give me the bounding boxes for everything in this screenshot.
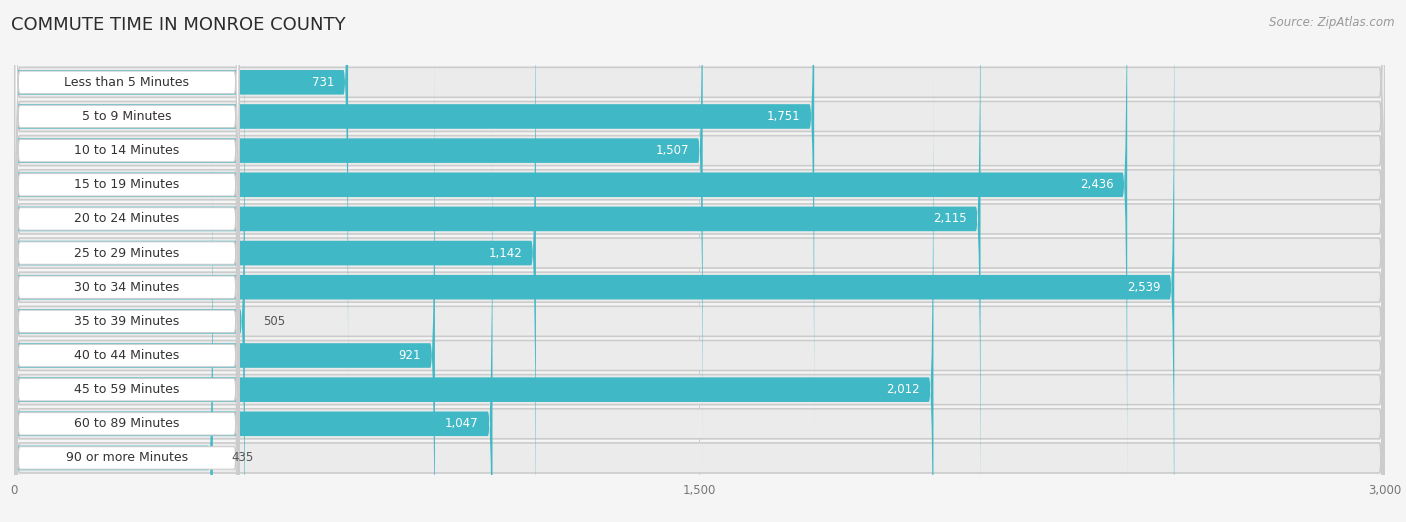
FancyBboxPatch shape (15, 0, 239, 412)
FancyBboxPatch shape (15, 93, 239, 522)
Text: 2,436: 2,436 (1080, 179, 1114, 191)
FancyBboxPatch shape (14, 63, 1385, 522)
Text: 1,047: 1,047 (446, 417, 479, 430)
FancyBboxPatch shape (14, 0, 1385, 522)
FancyBboxPatch shape (14, 61, 934, 522)
FancyBboxPatch shape (15, 0, 239, 522)
FancyBboxPatch shape (15, 0, 239, 522)
FancyBboxPatch shape (14, 0, 814, 446)
Text: 10 to 14 Minutes: 10 to 14 Minutes (75, 144, 180, 157)
FancyBboxPatch shape (14, 129, 212, 522)
Text: 5 to 9 Minutes: 5 to 9 Minutes (82, 110, 172, 123)
FancyBboxPatch shape (15, 0, 239, 447)
FancyBboxPatch shape (14, 0, 1174, 522)
FancyBboxPatch shape (14, 0, 1385, 511)
Text: 25 to 29 Minutes: 25 to 29 Minutes (75, 246, 180, 259)
Text: Source: ZipAtlas.com: Source: ZipAtlas.com (1270, 16, 1395, 29)
Text: 20 to 24 Minutes: 20 to 24 Minutes (75, 212, 180, 226)
Text: 505: 505 (263, 315, 285, 328)
FancyBboxPatch shape (14, 94, 492, 522)
Text: 1,507: 1,507 (655, 144, 689, 157)
Text: 90 or more Minutes: 90 or more Minutes (66, 452, 188, 465)
FancyBboxPatch shape (15, 0, 239, 522)
Text: 435: 435 (231, 452, 253, 465)
FancyBboxPatch shape (14, 0, 245, 522)
FancyBboxPatch shape (15, 0, 239, 515)
Text: 1,142: 1,142 (488, 246, 522, 259)
FancyBboxPatch shape (14, 0, 703, 480)
FancyBboxPatch shape (14, 29, 1385, 522)
Text: 1,751: 1,751 (766, 110, 800, 123)
Text: 731: 731 (312, 76, 335, 89)
Text: 921: 921 (399, 349, 422, 362)
Text: 15 to 19 Minutes: 15 to 19 Minutes (75, 179, 180, 191)
FancyBboxPatch shape (15, 0, 239, 522)
Text: 2,115: 2,115 (934, 212, 967, 226)
FancyBboxPatch shape (14, 0, 1385, 522)
FancyBboxPatch shape (15, 0, 239, 481)
FancyBboxPatch shape (14, 26, 434, 522)
Text: 2,539: 2,539 (1128, 281, 1160, 294)
FancyBboxPatch shape (14, 0, 349, 411)
Text: Less than 5 Minutes: Less than 5 Minutes (65, 76, 190, 89)
FancyBboxPatch shape (14, 0, 1385, 522)
Text: 2,012: 2,012 (886, 383, 920, 396)
Text: COMMUTE TIME IN MONROE COUNTY: COMMUTE TIME IN MONROE COUNTY (11, 16, 346, 33)
Text: 60 to 89 Minutes: 60 to 89 Minutes (75, 417, 180, 430)
FancyBboxPatch shape (14, 0, 1385, 522)
FancyBboxPatch shape (14, 0, 1128, 514)
Text: 35 to 39 Minutes: 35 to 39 Minutes (75, 315, 180, 328)
FancyBboxPatch shape (15, 25, 239, 522)
FancyBboxPatch shape (14, 0, 536, 522)
Text: 30 to 34 Minutes: 30 to 34 Minutes (75, 281, 180, 294)
Text: 40 to 44 Minutes: 40 to 44 Minutes (75, 349, 180, 362)
FancyBboxPatch shape (14, 0, 1385, 522)
FancyBboxPatch shape (14, 0, 980, 522)
FancyBboxPatch shape (14, 0, 1385, 522)
FancyBboxPatch shape (14, 0, 1385, 477)
FancyBboxPatch shape (15, 128, 239, 522)
Text: 45 to 59 Minutes: 45 to 59 Minutes (75, 383, 180, 396)
FancyBboxPatch shape (15, 60, 239, 522)
FancyBboxPatch shape (14, 0, 1385, 522)
FancyBboxPatch shape (14, 0, 1385, 522)
